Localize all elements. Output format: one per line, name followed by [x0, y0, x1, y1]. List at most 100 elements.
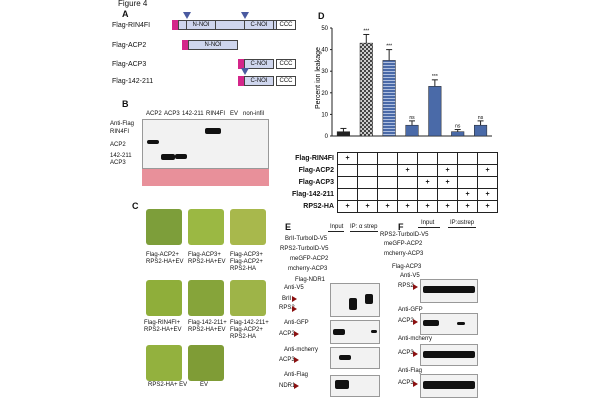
western-blot [420, 374, 478, 398]
table-cell [377, 188, 398, 201]
panel-e-letter: E [285, 222, 292, 232]
table-cell: + [417, 176, 438, 189]
band-marker-icon [292, 296, 297, 302]
table-cell [357, 176, 378, 189]
column-header: Input [330, 224, 344, 230]
western-blot [330, 320, 380, 344]
table-cell [337, 164, 358, 177]
table-cell: + [417, 200, 438, 213]
blot-band [457, 322, 465, 325]
table-row: Flag-ACP3 + + [278, 176, 498, 189]
significance-label: ns [455, 124, 461, 130]
domain-box: CCC [276, 20, 296, 30]
bar [405, 124, 419, 137]
lane-label: EV [230, 111, 239, 117]
antibody-label: Anti-mcherry [398, 336, 433, 342]
leaf-image [146, 209, 182, 245]
leaf-label: Flag-ACP3+ RPS2-HA+EV [188, 252, 226, 265]
table-cell [417, 164, 438, 177]
row-label: Flag-142-211 [291, 191, 334, 198]
table-cell [417, 152, 438, 165]
construct-label: Flag-ACP2 [112, 42, 147, 49]
panel-f-letter: F [398, 222, 404, 232]
band-label: RPS2 [398, 283, 414, 289]
table-row: Flag-142-211 + + [278, 188, 498, 201]
table-cell: + [437, 200, 458, 213]
bar [451, 131, 465, 137]
ion-leakage-chart: 0 10 20 30 40 50 *** *** ns *** ns ns Percent ion l… [315, 26, 492, 140]
column-header: IP: α strep [350, 224, 378, 230]
leaf-label: Flag-142-211+ Flag-ACP2+ RPS2-HA [230, 320, 269, 340]
bar [336, 131, 350, 137]
band-marker-icon [292, 306, 297, 312]
leaf-image [188, 280, 224, 316]
chart-layer: 0 10 20 30 40 50 *** *** ns *** ns ns [321, 26, 492, 140]
band-marker-icon [294, 331, 299, 337]
leaf-image [146, 280, 182, 316]
table-cell [377, 152, 398, 165]
blot-band [161, 154, 175, 160]
y-tick-label: 0 [325, 134, 329, 140]
table-cell [397, 188, 418, 201]
band-label: ACP2 [110, 142, 126, 148]
table-cell [377, 164, 398, 177]
band-label: NDR1 [279, 383, 296, 389]
table-cell [477, 176, 498, 189]
row-label: Flag-ACP2 [298, 167, 334, 174]
table-cell: + [397, 164, 418, 177]
band-marker-icon [294, 357, 299, 363]
table-cell [437, 152, 458, 165]
blot-band [423, 286, 475, 293]
domain-box: N-NOI [186, 20, 216, 30]
domain-box: CCC [276, 76, 296, 86]
row-label: Flag-RIN4FI [295, 155, 334, 162]
blot-band [349, 298, 357, 310]
cleavage-site-icon [183, 12, 191, 19]
y-tick-label: 30 [321, 69, 328, 75]
blot-band [339, 355, 351, 360]
western-blot [330, 347, 380, 369]
panel-d-letter: D [318, 11, 325, 21]
table-row: RPS2-HA + + + + + + + + [278, 200, 498, 213]
antibody-label: Anti-V5 [400, 273, 420, 279]
antibody-label: Anti-Flag [398, 368, 423, 374]
table-cell: + [457, 200, 478, 213]
band-label: ACP3 [110, 160, 126, 166]
construct-label: Flag-142-211 [112, 78, 154, 85]
table-cell [377, 176, 398, 189]
domain-box: C-NOI [244, 20, 274, 30]
table-cell [457, 164, 478, 177]
band-label: ACP2 [279, 331, 295, 337]
condition-label: meGFP-ACP2 [384, 241, 423, 247]
flag-tag [182, 40, 188, 50]
table-cell [337, 188, 358, 201]
band-marker-icon [413, 381, 418, 387]
cleavage-site-icon [241, 12, 249, 19]
leaf-label: RPS2-HA+ EV [148, 382, 188, 388]
table-cell: + [337, 200, 358, 213]
condition-label: BrII-TurboID-V5 [285, 236, 328, 242]
divider [328, 231, 344, 232]
band-label: ACP2 [398, 318, 414, 324]
bar [382, 60, 396, 137]
table-cell [437, 188, 458, 201]
y-tick-label: 20 [321, 91, 328, 97]
divider [350, 231, 378, 232]
y-tick-label: 50 [321, 26, 328, 32]
condition-label: meGFP-ACP2 [290, 256, 329, 262]
table-cell: + [437, 176, 458, 189]
table-cell [457, 176, 478, 189]
flag-tag [238, 76, 244, 86]
leaf-label: Flag-RIN4FI+ RPS2-HA+EV [144, 320, 182, 333]
figure-title: Figure 4 [118, 0, 148, 8]
table-cell [357, 164, 378, 177]
table-cell: + [397, 200, 418, 213]
lane-label: ACP2 [146, 111, 162, 117]
ponceau-stain [142, 169, 269, 186]
leaf-label: EV [200, 382, 209, 388]
table-cell: + [477, 200, 498, 213]
domain-box: CCC [276, 59, 296, 69]
table-cell [337, 176, 358, 189]
leaf-label: Flag-142-211+ RPS2-HA+EV [188, 320, 227, 333]
table-cell: + [477, 188, 498, 201]
